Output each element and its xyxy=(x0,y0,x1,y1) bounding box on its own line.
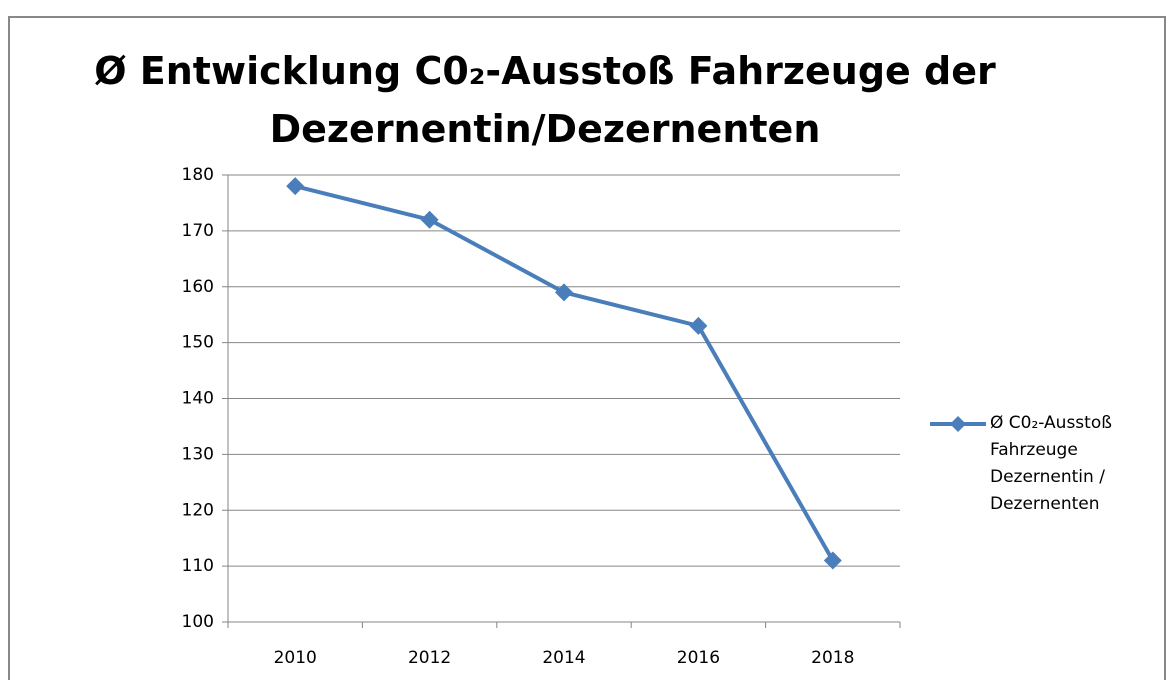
x-tick-label: 2016 xyxy=(677,648,720,668)
y-tick-label: 100 xyxy=(182,612,214,632)
chart-border xyxy=(8,16,1166,680)
x-tick-label: 2014 xyxy=(542,648,585,668)
y-tick-label: 120 xyxy=(182,500,214,520)
line-series xyxy=(294,184,835,562)
legend-marker xyxy=(950,416,966,432)
x-tick-label: 2010 xyxy=(274,648,317,668)
y-tick-label: 180 xyxy=(182,165,214,185)
legend-label: Ø C0₂-Ausstoß Fahrzeuge Dezernentin / De… xyxy=(990,413,1112,514)
data-point xyxy=(823,551,842,570)
y-tick-label: 150 xyxy=(182,333,214,353)
chart-title: Ø Entwicklung C0₂-Ausstoß Fahrzeuge der … xyxy=(94,49,996,151)
data-point xyxy=(286,177,305,196)
y-tick-label: 110 xyxy=(182,556,214,576)
y-tick-label: 170 xyxy=(182,221,214,241)
data-point xyxy=(420,210,439,229)
x-tick-label: 2012 xyxy=(408,648,451,668)
y-tick-label: 140 xyxy=(182,389,214,409)
x-tick-label: 2018 xyxy=(811,648,854,668)
y-tick-label: 160 xyxy=(182,277,214,297)
data-point xyxy=(555,283,573,302)
y-tick-label: 130 xyxy=(182,444,214,464)
data-point xyxy=(689,316,708,335)
